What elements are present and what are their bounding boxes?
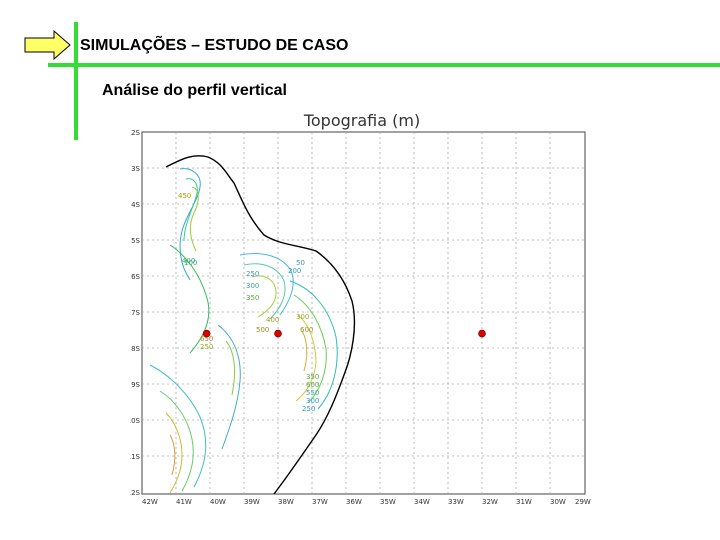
y-tick-label: 6S [131, 273, 140, 281]
y-tick-label: 4S [131, 201, 140, 209]
x-tick-label: 38W [278, 498, 294, 506]
coastline [165, 155, 356, 495]
contour-label: 450 [178, 192, 191, 200]
x-tick-label: 36W [346, 498, 362, 506]
accent-horizontal-line [48, 63, 720, 67]
contour-label: 250 [302, 405, 315, 413]
x-tick-label: 32W [482, 498, 498, 506]
contour-label: 250 [246, 270, 259, 278]
topography-map: Topografia (m) [130, 111, 591, 506]
x-tick-label: 35W [380, 498, 396, 506]
contour-label: 300 [296, 313, 309, 321]
y-tick-label: 11S [130, 453, 141, 461]
x-tick-label: 37W [312, 498, 328, 506]
location-marker-point-3 [478, 329, 486, 338]
contour-label: 350 [246, 294, 259, 302]
x-tick-label: 29W [575, 498, 591, 506]
x-tick-label: 40W [210, 498, 226, 506]
contour-label: 400 [182, 257, 195, 265]
x-tick-label: 30W [550, 498, 566, 506]
y-axis-ticks: 2S 3S 4S 5S 6S 7S 8S 9S 10S 11S 12S [130, 129, 141, 497]
contour-label: 300 [246, 282, 259, 290]
arrow-icon [24, 30, 71, 60]
accent-vertical-line [74, 22, 78, 140]
contour-label: 650 [200, 335, 213, 343]
y-tick-label: 10S [130, 417, 141, 425]
contour-label: 250 [200, 343, 213, 351]
x-tick-label: 31W [516, 498, 532, 506]
contour-label: 200 [288, 267, 301, 275]
contour-label: 500 [256, 326, 269, 334]
location-marker-point-1 [202, 329, 211, 338]
y-tick-label: 12S [130, 489, 141, 497]
contour-label: 400 [266, 316, 279, 324]
x-axis-ticks: 42W 41W 40W 39W 38W 37W 36W 35W 34W 33W … [142, 498, 591, 506]
y-tick-label: 5S [131, 237, 140, 245]
x-tick-label: 34W [414, 498, 430, 506]
x-tick-label: 33W [448, 498, 464, 506]
contour-labels: 450 400 50 200 250 300 350 300 400 600 5… [178, 192, 319, 413]
y-tick-label: 8S [131, 345, 140, 353]
map-title: Topografia (m) [303, 111, 420, 130]
contour-label: 600 [300, 326, 313, 334]
grid [142, 132, 585, 494]
contour-label: 300 [306, 397, 319, 405]
contour-label: 600 [306, 381, 319, 389]
x-tick-label: 39W [244, 498, 260, 506]
x-tick-label: 42W [142, 498, 158, 506]
contour-lines [149, 168, 338, 494]
y-tick-label: 7S [131, 309, 140, 317]
y-tick-label: 9S [131, 381, 140, 389]
slide-title: SIMULAÇÕES – ESTUDO DE CASO [80, 37, 349, 54]
contour-label: 350 [306, 373, 319, 381]
contour-label: 50 [296, 259, 305, 267]
contour-label: 550 [306, 389, 319, 397]
plot-frame [141, 131, 586, 495]
y-tick-label: 2S [131, 129, 140, 137]
x-tick-label: 41W [176, 498, 192, 506]
slide-subtitle: Análise do perfil vertical [102, 82, 287, 99]
y-tick-label: 3S [131, 165, 140, 173]
location-marker-point-2 [274, 329, 282, 338]
contour-label: 100 [184, 259, 197, 267]
location-markers [202, 329, 486, 338]
